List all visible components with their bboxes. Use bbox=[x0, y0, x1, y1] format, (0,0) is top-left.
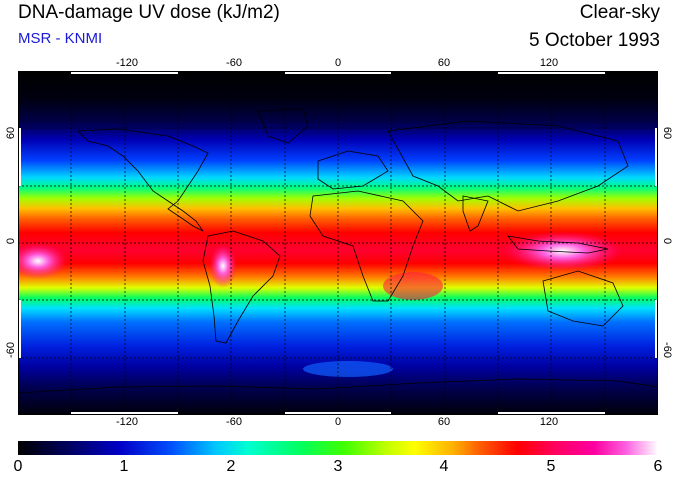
lon-label-bottom-neg60: -60 bbox=[226, 416, 242, 428]
lat-label-right-neg60: -60 bbox=[661, 342, 673, 358]
coastlines bbox=[18, 108, 658, 394]
indonesia-hotspot bbox=[503, 231, 623, 271]
colorbar-tick-1: 1 bbox=[119, 458, 129, 475]
south-america-coast bbox=[202, 230, 281, 344]
lon-label-top-0: 0 bbox=[334, 57, 342, 69]
australia-coast bbox=[542, 270, 624, 327]
sky-condition: Clear-sky bbox=[579, 2, 660, 23]
lon-label-top-neg120: -120 bbox=[115, 57, 139, 69]
antarctic-bright-patch bbox=[303, 361, 393, 377]
lon-label-bottom-0: 0 bbox=[334, 416, 342, 428]
lon-label-bottom-neg120: -120 bbox=[115, 416, 139, 428]
greenland-coast bbox=[257, 108, 309, 144]
lon-label-top-neg60: -60 bbox=[226, 57, 242, 69]
pacific-hotspot bbox=[18, 243, 68, 279]
colorbar-tick-5: 5 bbox=[546, 458, 556, 475]
africa-coast bbox=[309, 190, 424, 302]
uv-dose-map bbox=[18, 71, 658, 415]
map-subtitle: MSR - KNMI bbox=[18, 30, 103, 47]
north-america-coast bbox=[77, 128, 209, 232]
map-frame bbox=[18, 71, 658, 415]
colorbar-tick-3: 3 bbox=[333, 458, 343, 475]
lat-label-left-60: 60 bbox=[5, 126, 17, 140]
map-date: 5 October 1993 bbox=[529, 30, 660, 51]
lat-label-right-60: 60 bbox=[661, 126, 673, 140]
lon-label-bottom-120: 120 bbox=[539, 416, 559, 428]
colorbar-tick-0: 0 bbox=[13, 458, 23, 475]
colorbar bbox=[18, 441, 658, 455]
lon-label-top-120: 120 bbox=[539, 57, 559, 69]
lat-label-left-neg60: -60 bbox=[5, 342, 17, 358]
antarctica-coast bbox=[18, 378, 658, 394]
colorbar-tick-6: 6 bbox=[653, 458, 663, 475]
south-africa-patch bbox=[383, 272, 443, 300]
europe-coast bbox=[317, 150, 389, 190]
indonesia-coast bbox=[507, 235, 609, 254]
map-title: DNA-damage UV dose (kJ/m2) bbox=[18, 2, 280, 23]
colorbar-tick-4: 4 bbox=[439, 458, 449, 475]
lon-label-top-60: 60 bbox=[437, 57, 451, 69]
andes-hotspot bbox=[209, 244, 237, 288]
colorbar-tick-2: 2 bbox=[226, 458, 236, 475]
lat-label-left-0: 0 bbox=[5, 237, 17, 245]
lat-label-right-0: 0 bbox=[661, 237, 673, 245]
india-coast bbox=[462, 195, 489, 232]
graticule bbox=[18, 71, 658, 415]
lon-label-bottom-60: 60 bbox=[437, 416, 451, 428]
